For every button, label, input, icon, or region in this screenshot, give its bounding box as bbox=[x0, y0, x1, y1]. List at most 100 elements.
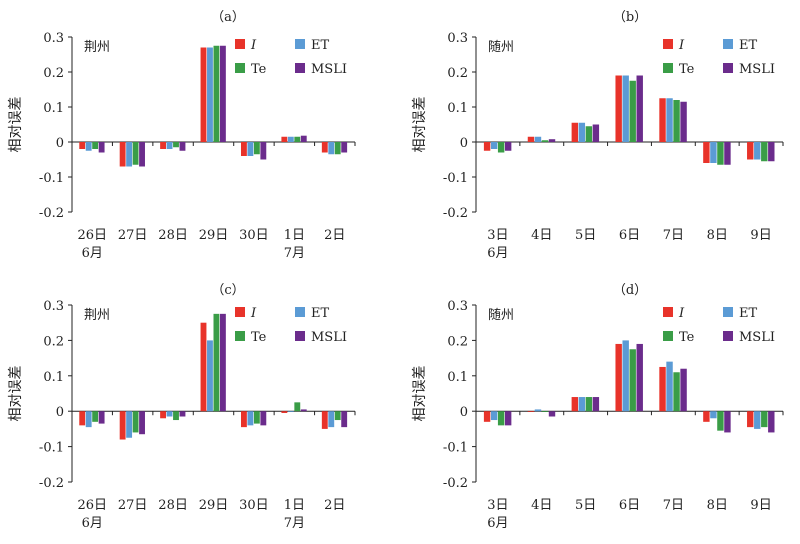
bar-te-0 bbox=[497, 411, 505, 426]
bar-i-3 bbox=[615, 343, 622, 412]
bar-et-2 bbox=[166, 411, 173, 417]
bar-msli-0 bbox=[98, 142, 105, 153]
x-tick-label: 6日 bbox=[619, 498, 640, 513]
y-tick-label: 0 bbox=[460, 136, 468, 151]
station-label: 随州 bbox=[488, 40, 514, 55]
bar-te-3 bbox=[629, 80, 636, 142]
x-tick-label: 26日 bbox=[77, 228, 107, 243]
bar-msli-2 bbox=[179, 142, 186, 151]
x-tick-label: 30日 bbox=[239, 228, 269, 243]
x-tick-label: 27日 bbox=[118, 228, 148, 243]
x-tick-label: 3日 bbox=[487, 498, 508, 513]
x-tick-label: 7日 bbox=[663, 228, 684, 243]
bar-msli-0 bbox=[504, 142, 512, 151]
legend-label-te: Te bbox=[251, 62, 267, 77]
legend-label-te: Te bbox=[679, 62, 695, 77]
bar-te-3 bbox=[213, 45, 220, 142]
bar-msli-6 bbox=[768, 411, 775, 433]
station-label: 随州 bbox=[488, 308, 514, 323]
legend-swatch-et bbox=[295, 39, 305, 49]
bar-msli-4 bbox=[260, 142, 267, 160]
bar-msli-4 bbox=[680, 368, 687, 412]
y-tick-label: -0.2 bbox=[443, 476, 468, 491]
y-tick-label: -0.1 bbox=[39, 171, 64, 186]
x-tick-label: 7日 bbox=[663, 498, 684, 513]
bar-i-0 bbox=[483, 142, 491, 151]
bar-i-0 bbox=[79, 142, 86, 149]
bar-te-6 bbox=[334, 142, 341, 155]
legend-label-msli: MSLI bbox=[739, 330, 775, 345]
bar-te-0 bbox=[497, 142, 505, 153]
bar-i-5 bbox=[281, 136, 288, 142]
bar-et-3 bbox=[622, 340, 629, 412]
bar-te-2 bbox=[585, 397, 593, 412]
bar-i-3 bbox=[200, 322, 207, 412]
bar-et-2 bbox=[578, 397, 586, 412]
bar-msli-5 bbox=[724, 142, 731, 165]
bar-te-1 bbox=[132, 142, 139, 165]
y-axis-label: 相对误差 bbox=[8, 366, 24, 422]
legend-swatch-msli bbox=[295, 331, 305, 341]
bar-te-4 bbox=[253, 411, 260, 424]
bar-msli-0 bbox=[98, 411, 105, 424]
x-tick-label: 1日 bbox=[284, 228, 305, 243]
panel-label: （a） bbox=[211, 10, 245, 25]
x-tick-label: 28日 bbox=[158, 498, 188, 513]
bar-et-0 bbox=[85, 142, 92, 151]
x-tick-label: 6日 bbox=[619, 228, 640, 243]
bar-msli-6 bbox=[768, 142, 775, 162]
bar-msli-1 bbox=[139, 142, 145, 167]
y-tick-label: 0.3 bbox=[43, 31, 64, 46]
bar-et-4 bbox=[247, 142, 254, 156]
bar-te-5 bbox=[294, 136, 301, 142]
bar-msli-6 bbox=[341, 411, 348, 428]
y-tick-label: -0.2 bbox=[39, 206, 64, 221]
legend-swatch-te bbox=[663, 331, 673, 341]
bar-et-5 bbox=[287, 136, 294, 142]
bar-msli-1 bbox=[548, 411, 556, 417]
station-label: 荆州 bbox=[84, 307, 110, 323]
chart-panel-b: （b） -0.2 -0.1 0 0.1 0.2 0.3 相对误差 随州 3日 6月 4日 5日 6日 7日 8… bbox=[412, 10, 784, 261]
y-tick-label: 0.2 bbox=[447, 66, 468, 81]
bar-et-1 bbox=[126, 411, 133, 438]
legend-label-te: Te bbox=[679, 330, 695, 345]
y-tick-label: 0 bbox=[56, 136, 64, 151]
bar-i-1 bbox=[119, 411, 126, 440]
x-tick-label: 3日 bbox=[487, 228, 508, 243]
bar-te-0 bbox=[92, 142, 99, 149]
y-tick-label: -0.2 bbox=[39, 476, 64, 491]
y-tick-label: 0.2 bbox=[43, 334, 64, 349]
y-tick-label: 0.1 bbox=[43, 101, 64, 116]
y-tick-label: 0 bbox=[56, 405, 64, 420]
bar-te-1 bbox=[132, 411, 139, 433]
legend-label-te: Te bbox=[251, 330, 267, 345]
x-tick-label: 5日 bbox=[575, 228, 596, 243]
bar-i-4 bbox=[240, 142, 247, 156]
bar-i-1 bbox=[527, 411, 535, 412]
legend-label-i: I bbox=[678, 38, 685, 53]
bar-i-6 bbox=[747, 411, 754, 428]
chart-panel-d: （d） -0.2 -0.1 0 0.1 0.2 0.3 相对误差 随州 3日 6月 4日 5日 6日 7日 8… bbox=[412, 283, 784, 531]
y-tick-label: -0.1 bbox=[443, 441, 468, 456]
bar-et-1 bbox=[126, 142, 133, 167]
bar-et-0 bbox=[490, 142, 498, 149]
bar-msli-1 bbox=[548, 139, 556, 142]
bar-i-5 bbox=[281, 411, 288, 413]
legend-label-et: ET bbox=[739, 306, 757, 321]
bar-et-3 bbox=[622, 75, 629, 142]
legend-swatch-i bbox=[235, 307, 245, 317]
panel-label: （c） bbox=[211, 283, 244, 298]
bar-msli-2 bbox=[592, 124, 600, 142]
y-tick-label: 0 bbox=[460, 405, 468, 420]
y-tick-label: -0.2 bbox=[443, 206, 468, 221]
bar-et-2 bbox=[578, 122, 586, 142]
bar-msli-1 bbox=[139, 411, 145, 435]
bar-et-6 bbox=[754, 411, 761, 429]
x-tick-label: 9日 bbox=[750, 498, 771, 513]
y-tick-label: -0.1 bbox=[443, 171, 468, 186]
x-tick-label: 4日 bbox=[531, 228, 552, 243]
bar-te-5 bbox=[717, 411, 724, 431]
bar-i-0 bbox=[483, 411, 491, 422]
x-tick-label: 5日 bbox=[575, 498, 596, 513]
y-tick-label: 0.2 bbox=[447, 334, 468, 349]
